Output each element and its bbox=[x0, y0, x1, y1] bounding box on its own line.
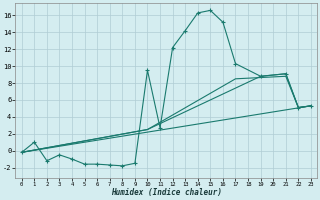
X-axis label: Humidex (Indice chaleur): Humidex (Indice chaleur) bbox=[111, 188, 222, 197]
